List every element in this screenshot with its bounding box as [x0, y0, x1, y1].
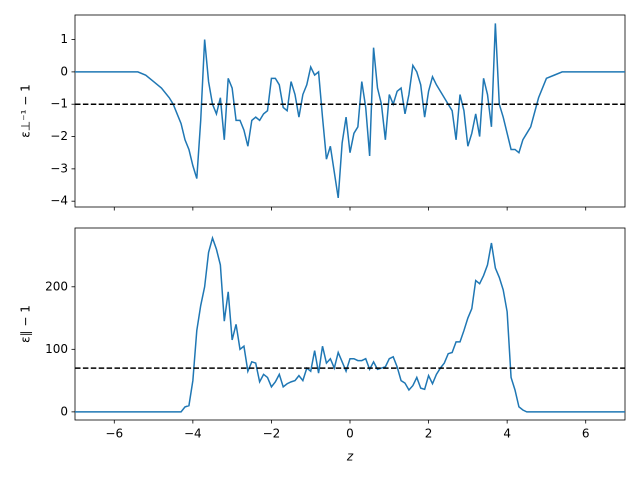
x-tick-label: 2	[425, 427, 433, 441]
y-tick-label: 0	[60, 64, 68, 78]
y-tick-label: −1	[50, 97, 68, 111]
x-axis-label: z	[346, 450, 354, 464]
y-tick-label: −2	[50, 129, 68, 143]
axes-frame	[74, 14, 626, 208]
y-tick-label: 0	[60, 404, 68, 418]
data-line	[75, 235, 625, 413]
y-axis-label: ε∥ − 1	[19, 305, 33, 343]
x-tick-label: 4	[503, 427, 511, 441]
y-axis-label: ε⊥⁻¹ − 1	[19, 84, 33, 137]
y-tick-label: −4	[50, 194, 68, 208]
y-tick-label: 1	[60, 32, 68, 46]
y-tick-label: 200	[45, 279, 68, 293]
x-tick-label: −2	[263, 427, 281, 441]
x-tick-label: −4	[184, 427, 202, 441]
x-tick-label: 0	[346, 427, 354, 441]
x-tick-label: −6	[105, 427, 123, 441]
y-tick-label: 100	[45, 342, 68, 356]
axes-frame	[74, 227, 626, 421]
x-tick-label: 6	[582, 427, 590, 441]
data-line	[75, 23, 625, 199]
y-tick-label: −3	[50, 161, 68, 175]
